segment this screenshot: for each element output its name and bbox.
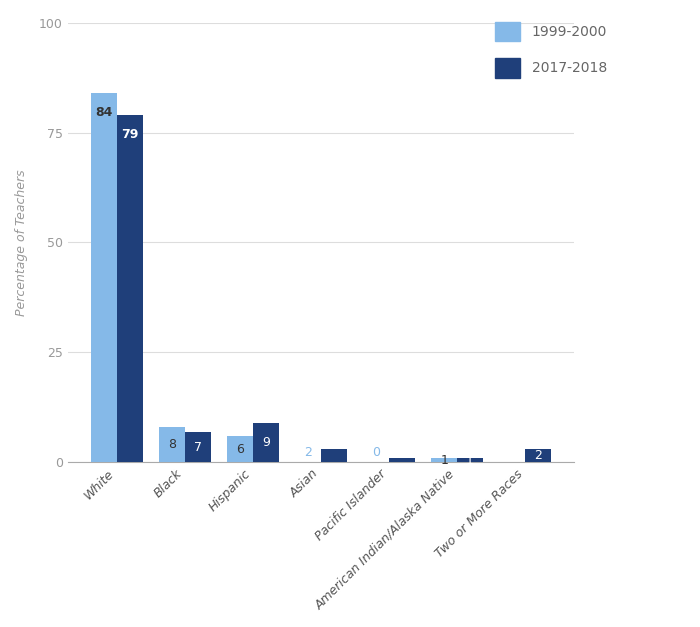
Bar xyxy=(321,450,346,463)
Text: 84: 84 xyxy=(95,106,113,119)
Bar xyxy=(159,427,185,463)
Bar xyxy=(431,458,457,463)
Text: 2: 2 xyxy=(304,446,312,459)
Text: 8: 8 xyxy=(168,438,176,451)
Bar xyxy=(253,423,279,463)
Bar xyxy=(525,450,551,463)
Legend: 1999-2000, 2017-2018: 1999-2000, 2017-2018 xyxy=(490,16,612,83)
Text: 2: 2 xyxy=(534,450,542,462)
Text: 79: 79 xyxy=(121,128,139,141)
Bar xyxy=(389,458,415,463)
Bar xyxy=(185,431,211,463)
Text: 7: 7 xyxy=(194,441,202,453)
Text: 1: 1 xyxy=(466,454,474,466)
Bar xyxy=(457,458,483,463)
Bar xyxy=(227,436,253,463)
Text: 9: 9 xyxy=(262,436,270,449)
Text: 6: 6 xyxy=(236,443,244,456)
Bar xyxy=(91,93,117,463)
Text: 0: 0 xyxy=(372,446,380,459)
Y-axis label: Percentage of Teachers: Percentage of Teachers xyxy=(15,169,28,316)
Text: 1: 1 xyxy=(440,454,448,466)
Bar xyxy=(117,115,143,463)
